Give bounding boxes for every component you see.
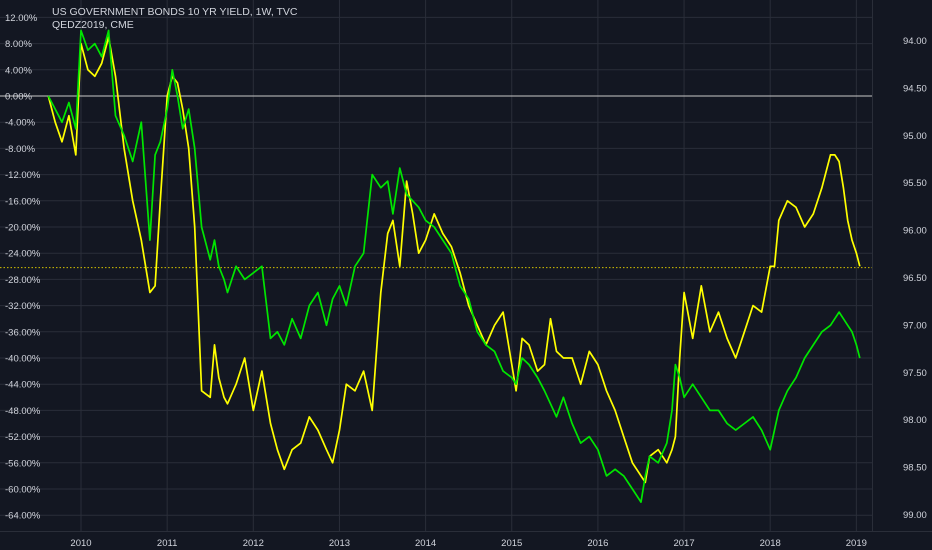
left-axis-tick-label: -20.00% xyxy=(5,223,41,234)
left-axis-tick-label: -36.00% xyxy=(5,327,41,338)
right-axis-tick-label: 94.00 xyxy=(903,36,927,47)
left-axis-tick-label: -60.00% xyxy=(5,485,41,496)
x-axis-tick-label: 2011 xyxy=(157,538,177,549)
left-axis-tick-label: -32.00% xyxy=(5,301,41,312)
x-axis-tick-label: 2017 xyxy=(673,538,694,549)
x-axis-tick-label: 2018 xyxy=(760,538,781,549)
left-axis-tick-label: 12.00% xyxy=(5,13,38,24)
left-axis-tick-label: 4.00% xyxy=(5,65,32,76)
qed-series-line[interactable] xyxy=(47,29,861,503)
left-axis-tick-label: -48.00% xyxy=(5,406,41,417)
x-axis-tick-label: 2010 xyxy=(70,538,91,549)
grid xyxy=(0,0,872,531)
x-axis-tick-label: 2019 xyxy=(846,538,867,549)
right-axis-tick-label: 98.50 xyxy=(903,463,927,474)
right-axis-ticks: 94.00 94.50 95.00 95.50 96.00 96.50 97.00 97.50… xyxy=(903,36,927,521)
right-axis-tick-label: 95.50 xyxy=(903,178,927,189)
x-axis-tick-label: 2014 xyxy=(415,538,436,549)
left-axis-tick-label: -56.00% xyxy=(5,458,41,469)
series-layer[interactable] xyxy=(47,29,861,503)
left-axis-tick-label: -44.00% xyxy=(5,380,41,391)
x-axis-tick-label: 2012 xyxy=(243,538,264,549)
right-axis-tick-label: 96.00 xyxy=(903,226,927,237)
left-axis-tick-label: -16.00% xyxy=(5,196,41,207)
right-axis-tick-label: 94.50 xyxy=(903,83,927,94)
right-axis-tick-label: 98.00 xyxy=(903,415,927,426)
right-axis-tick-label: 97.50 xyxy=(903,368,927,379)
left-axis-tick-label: -64.00% xyxy=(5,511,41,522)
right-axis-tick-label: 99.00 xyxy=(903,510,927,521)
reference-lines xyxy=(0,95,872,269)
chart-title: US GOVERNMENT BONDS 10 YR YIELD, 1W, TVC xyxy=(52,6,298,18)
left-axis-tick-label: 0.00% xyxy=(5,92,32,103)
left-axis-tick-label: -12.00% xyxy=(5,170,41,181)
right-axis-tick-label: 96.50 xyxy=(903,273,927,284)
left-axis-tick-label: -52.00% xyxy=(5,432,41,443)
yield-series-line[interactable] xyxy=(47,36,861,484)
left-axis-tick-label: -24.00% xyxy=(5,249,41,260)
left-axis-tick-label: -40.00% xyxy=(5,354,41,365)
x-axis-ticks: 2010 2011 2012 2013 2014 2015 2016 2017 2018 2019 xyxy=(70,538,866,549)
x-axis-tick-label: 2016 xyxy=(587,538,608,549)
left-axis-tick-label: -8.00% xyxy=(5,144,36,155)
right-axis-tick-label: 97.00 xyxy=(903,320,927,331)
x-axis-tick-label: 2015 xyxy=(501,538,522,549)
x-axis-tick-label: 2013 xyxy=(329,538,350,549)
left-axis-tick-label: -4.00% xyxy=(5,118,36,129)
left-axis-tick-label: 8.00% xyxy=(5,39,32,50)
chart-subtitle: QEDZ2019, CME xyxy=(52,19,134,31)
right-axis-tick-label: 95.00 xyxy=(903,131,927,142)
left-axis-ticks: 12.00% 8.00% 4.00% 0.00% -4.00% -8.00% -12.00%… xyxy=(5,13,41,522)
left-axis-tick-label: -28.00% xyxy=(5,275,41,286)
